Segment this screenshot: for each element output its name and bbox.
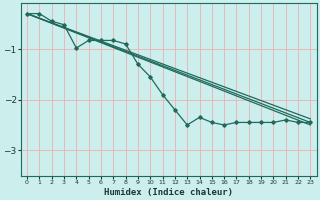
X-axis label: Humidex (Indice chaleur): Humidex (Indice chaleur) xyxy=(104,188,233,197)
